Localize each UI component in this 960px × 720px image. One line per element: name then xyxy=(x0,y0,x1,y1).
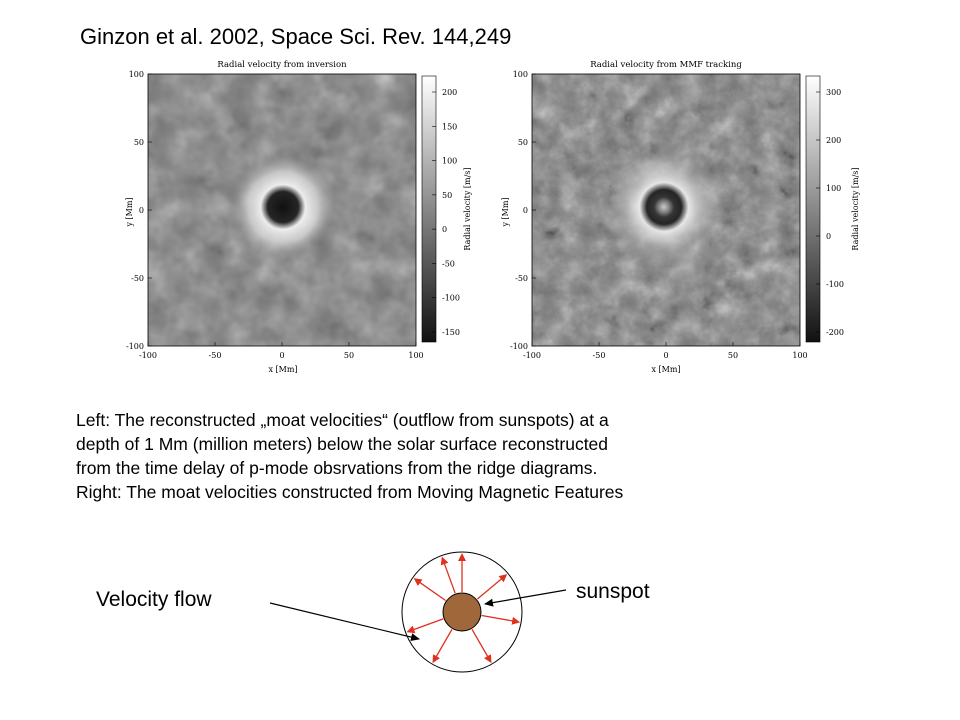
left-panel: Radial velocity from inversion y [Mm] x … xyxy=(125,60,472,374)
right-colorbar-ticks: 300 200 100 0 -100 -200 xyxy=(816,88,844,337)
right-colorbar-tick-label: 0 xyxy=(826,232,831,241)
right-colorbar xyxy=(805,75,821,343)
right-colorbar-tick-label: 300 xyxy=(826,88,841,97)
flow-arrow xyxy=(481,614,521,625)
left-y-tick-label: -50 xyxy=(131,274,144,283)
right-x-tick-label: 100 xyxy=(792,351,807,360)
left-y-tick-label: 0 xyxy=(139,206,144,215)
right-y-tick-label: -100 xyxy=(510,342,528,351)
left-panel-heading: Radial velocity from inversion xyxy=(217,60,347,70)
caption-line: Left: The reconstructed „moat velocities… xyxy=(76,410,609,430)
left-colorbar-tick-label: 100 xyxy=(442,157,457,166)
left-colorbar-tick-label: -100 xyxy=(442,294,460,303)
right-panel-heading: Radial velocity from MMF tracking xyxy=(590,60,742,70)
sunspot-icon xyxy=(442,592,482,632)
caption-line: depth of 1 Mm (million meters) below the… xyxy=(76,434,609,454)
right-moat-ring xyxy=(592,135,736,279)
right-y-tick-label: 50 xyxy=(518,138,528,147)
right-y-ticks: -100 -50 0 50 100 xyxy=(510,70,536,351)
moat-circle xyxy=(401,551,523,673)
right-colorbar-tick-label: 200 xyxy=(826,136,841,145)
left-y-tick-label: 100 xyxy=(129,70,144,79)
left-y-tick-label: 50 xyxy=(134,138,144,147)
left-colorbar-ticks: 200 150 100 50 0 -50 -100 -150 xyxy=(432,88,460,337)
left-x-tick-label: 0 xyxy=(279,351,284,360)
sunspot-diagram xyxy=(269,551,567,673)
flow-arrow xyxy=(413,578,446,602)
figure-caption: Left: The reconstructed „moat velocities… xyxy=(76,408,876,504)
right-x-tick-label: 0 xyxy=(663,351,668,360)
left-x-ticks: -100 -50 0 50 100 xyxy=(139,342,424,360)
left-x-axis-label: x [Mm] xyxy=(268,365,297,374)
flow-arrow xyxy=(440,556,456,594)
left-x-tick-label: -100 xyxy=(139,351,157,360)
sunspot-label: sunspot xyxy=(576,580,650,603)
left-colorbar-tick-label: -150 xyxy=(442,328,460,337)
right-y-axis-label: y [Mm] xyxy=(501,197,510,227)
right-x-ticks: -100 -50 0 50 100 xyxy=(523,342,808,360)
caption-line: from the time delay of p-mode obsrvation… xyxy=(76,458,598,478)
left-y-ticks: -100 -50 0 50 100 xyxy=(126,70,152,351)
right-x-axis-label: x [Mm] xyxy=(651,365,680,374)
right-colorbar-tick-label: -200 xyxy=(826,328,844,337)
left-y-tick-label: -100 xyxy=(126,342,144,351)
left-moat-ring xyxy=(213,137,353,277)
left-colorbar-tick-label: 200 xyxy=(442,88,457,97)
right-y-tick-label: 0 xyxy=(523,206,528,215)
flow-arrow xyxy=(406,618,444,634)
left-x-tick-label: 50 xyxy=(344,351,354,360)
left-y-axis-label: y [Mm] xyxy=(125,197,134,227)
caption-line: Right: The moat velocities constructed f… xyxy=(76,482,624,502)
flow-arrows xyxy=(406,553,521,664)
left-colorbar-label: Radial velocity [m/s] xyxy=(463,167,472,250)
right-colorbar-label: Radial velocity [m/s] xyxy=(851,167,860,250)
flow-arrow xyxy=(432,628,453,664)
velocity-flow-pointer xyxy=(269,602,420,642)
left-colorbar xyxy=(421,75,437,343)
left-x-tick-label: 100 xyxy=(408,351,423,360)
right-panel: Radial velocity from MMF tracking y [Mm]… xyxy=(501,60,860,374)
left-colorbar-tick-label: -50 xyxy=(442,259,455,268)
left-colorbar-tick-label: 150 xyxy=(442,122,457,131)
right-colorbar-tick-label: -100 xyxy=(826,280,844,289)
slide-title: Ginzon et al. 2002, Space Sci. Rev. 144,… xyxy=(80,24,512,49)
left-x-tick-label: -50 xyxy=(209,351,222,360)
flow-arrow xyxy=(471,628,492,664)
velocity-flow-label: Velocity flow xyxy=(96,588,212,611)
right-y-tick-label: 100 xyxy=(513,70,528,79)
sunspot-pointer xyxy=(484,589,567,607)
right-y-tick-label: -50 xyxy=(515,274,528,283)
right-x-tick-label: -50 xyxy=(593,351,606,360)
left-colorbar-tick-label: 0 xyxy=(442,225,447,234)
right-x-tick-label: 50 xyxy=(728,351,738,360)
left-colorbar-tick-label: 50 xyxy=(442,191,452,200)
flow-arrow xyxy=(476,574,508,600)
right-colorbar-tick-label: 100 xyxy=(826,184,841,193)
right-x-tick-label: -100 xyxy=(523,351,541,360)
